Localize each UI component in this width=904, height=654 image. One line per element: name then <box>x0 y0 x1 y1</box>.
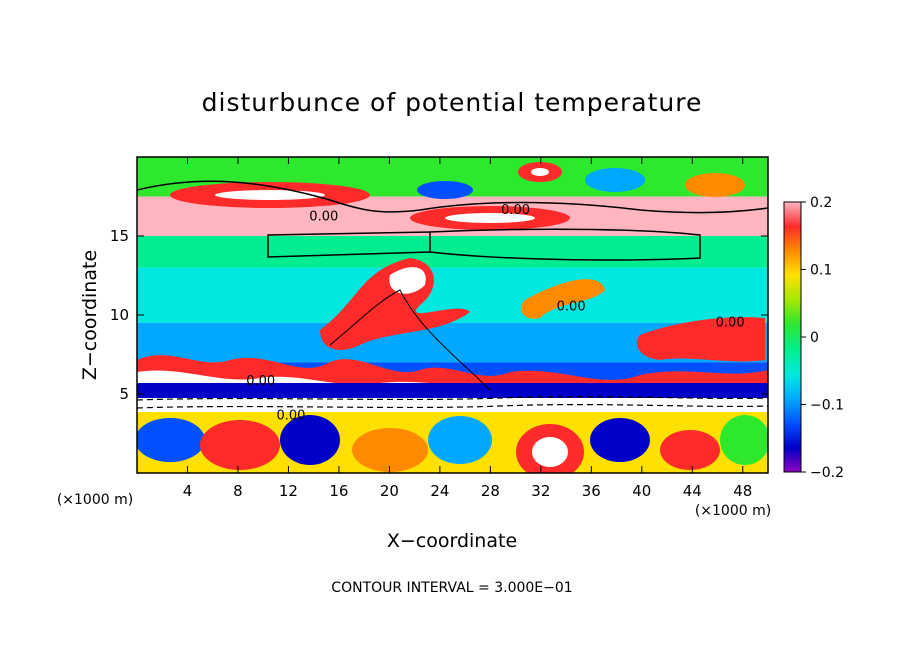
x-tick-label: 12 <box>279 482 298 500</box>
plume-left-core <box>389 267 426 294</box>
bottom-blob-2 <box>200 420 280 470</box>
bottom-blob-4 <box>352 428 428 472</box>
x-tick-label: 32 <box>531 482 550 500</box>
bottom-blob-8 <box>660 430 720 470</box>
x-tick-label: 28 <box>481 482 500 500</box>
y-axis-label: Z−coordinate <box>79 250 101 380</box>
warm-cell-upper-left-core <box>215 190 325 200</box>
bottom-blob-9 <box>720 415 768 465</box>
colorbar-tick-label: 0.2 <box>810 195 832 211</box>
contour-label: 0.00 <box>309 209 338 224</box>
heatmap-field <box>137 157 768 473</box>
contour-label: 0.00 <box>276 409 305 424</box>
x-ticks: 4 8 12 16 20 24 28 32 36 40 44 48 <box>183 157 752 500</box>
x-tick-label: 44 <box>683 482 702 500</box>
contour-label: 0.00 <box>557 300 586 315</box>
x-tick-label: 40 <box>632 482 651 500</box>
colorbar-tick-label: −0.1 <box>810 398 844 414</box>
contour-interval-text: CONTOUR INTERVAL = 3.000E−01 <box>331 580 572 596</box>
bottom-blob-6-core <box>532 437 568 467</box>
contour-box-right <box>429 228 701 261</box>
contour-label: 0.00 <box>501 203 530 218</box>
x-unit-label-right: (×1000 m) <box>695 503 771 519</box>
x-tick-label: 4 <box>183 482 193 500</box>
y-tick-label: 5 <box>119 385 129 403</box>
contour-label: 0.00 <box>716 315 745 330</box>
warm-cell-upper-right-core <box>445 213 535 223</box>
bottom-blob-1 <box>137 418 205 462</box>
x-tick-label: 8 <box>233 482 243 500</box>
contour-dashed-1 <box>137 396 768 401</box>
colorbar-tick-label: −0.2 <box>810 465 844 481</box>
plume-far-right <box>636 317 765 362</box>
colorbar-tick-label: 0 <box>810 330 819 346</box>
x-tick-label: 16 <box>329 482 348 500</box>
x-unit-label-left: (×1000 m) <box>57 492 133 508</box>
bottom-blob-7 <box>590 418 650 462</box>
y-tick-label: 15 <box>110 227 129 245</box>
contour-dashed-2 <box>137 404 768 409</box>
cool-cell-top <box>585 168 645 192</box>
plume-left <box>320 258 470 350</box>
colorbar-tick-label: 0.1 <box>810 263 832 279</box>
contour-labels: 0.00 0.00 0.00 0.00 0.00 0.00 <box>246 203 744 423</box>
colorbar <box>783 201 802 473</box>
y-ticks: 5 10 15 <box>110 227 768 403</box>
contour-label: 0.00 <box>246 374 275 389</box>
x-tick-label: 36 <box>582 482 601 500</box>
x-axis-label: X−coordinate <box>387 530 517 552</box>
bottom-blob-3 <box>280 415 340 465</box>
bottom-blob-5 <box>428 416 492 464</box>
warm-cell-top-right <box>685 173 745 197</box>
cold-layer-white <box>137 398 768 412</box>
x-tick-label: 48 <box>733 482 752 500</box>
plume-right <box>520 279 605 319</box>
x-tick-label: 20 <box>380 482 399 500</box>
cool-cell-top-2 <box>417 181 473 199</box>
chart-title: disturbunce of potential temperature <box>202 88 703 117</box>
colorbar-ticks: 0.2 0.1 0 −0.1 −0.2 <box>801 195 844 481</box>
contour-plume <box>329 289 491 391</box>
y-tick-label: 10 <box>110 306 129 324</box>
field-band-2 <box>137 236 768 268</box>
x-tick-label: 24 <box>430 482 449 500</box>
cold-layer-core <box>137 383 768 399</box>
warm-cell-top-small-core <box>531 168 549 176</box>
contour-upper <box>137 180 768 214</box>
